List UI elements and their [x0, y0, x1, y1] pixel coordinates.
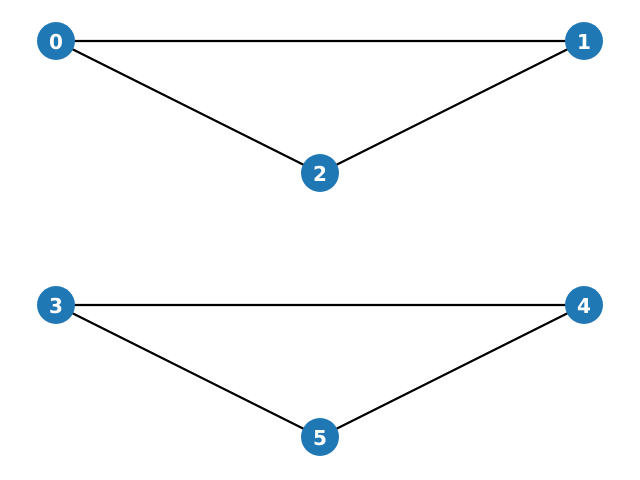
edge-1-2	[318, 39, 586, 175]
node-circle-1	[565, 22, 603, 60]
node-layer: 0 1 2 3 4 5	[37, 22, 603, 456]
node-label-2: 2	[313, 162, 327, 186]
node-3: 3	[37, 286, 75, 324]
node-circle-3	[37, 286, 75, 324]
node-circle-5	[301, 418, 339, 456]
node-2: 2	[301, 154, 339, 192]
edge-0-2	[54, 39, 322, 175]
node-label-3: 3	[49, 294, 63, 318]
node-label-5: 5	[313, 426, 327, 450]
node-circle-0	[37, 22, 75, 60]
node-0: 0	[37, 22, 75, 60]
node-circle-4	[565, 286, 603, 324]
node-label-1: 1	[577, 30, 591, 54]
edge-3-5	[54, 303, 322, 439]
node-5: 5	[301, 418, 339, 456]
edge-4-5	[318, 303, 586, 439]
node-1: 1	[565, 22, 603, 60]
node-label-0: 0	[49, 30, 63, 54]
node-4: 4	[565, 286, 603, 324]
node-label-4: 4	[577, 294, 591, 318]
edge-layer	[54, 39, 586, 439]
node-circle-2	[301, 154, 339, 192]
